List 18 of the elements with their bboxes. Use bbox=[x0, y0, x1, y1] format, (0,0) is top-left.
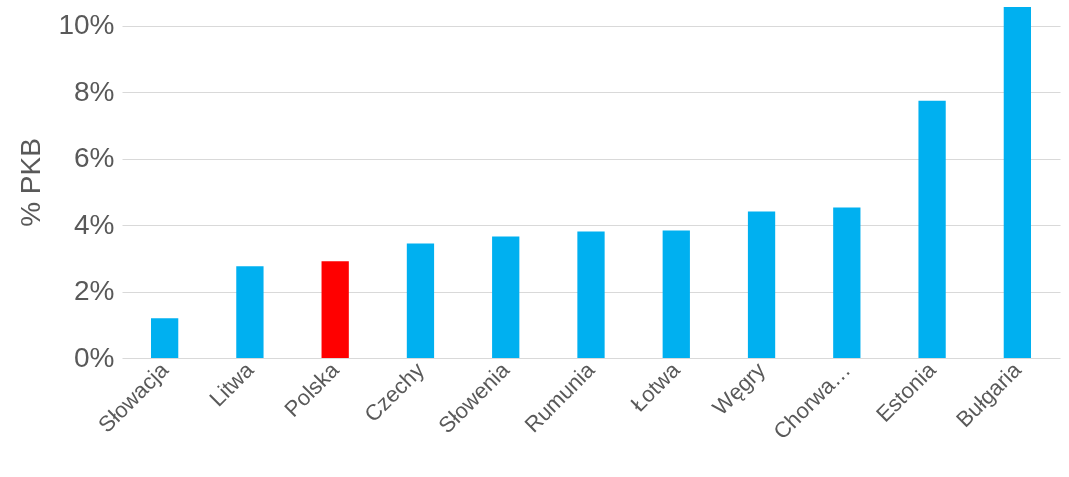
bar bbox=[747, 211, 776, 358]
bar bbox=[236, 266, 264, 358]
y-axis-title: % PKB bbox=[15, 138, 47, 227]
bar bbox=[918, 100, 946, 358]
bar bbox=[150, 318, 179, 358]
bar bbox=[492, 236, 520, 358]
bar bbox=[406, 243, 435, 358]
bar bbox=[321, 261, 349, 358]
y-tick-label: 10% bbox=[58, 9, 115, 41]
bar bbox=[577, 231, 605, 358]
bar bbox=[1003, 7, 1032, 358]
y-tick-label: 4% bbox=[74, 208, 115, 240]
y-tick-label: 6% bbox=[74, 142, 115, 174]
y-tick-label: 8% bbox=[74, 75, 115, 107]
bar bbox=[662, 230, 690, 358]
bar bbox=[833, 207, 861, 358]
y-tick-label: 2% bbox=[74, 275, 115, 307]
y-tick-label: 0% bbox=[74, 341, 115, 373]
